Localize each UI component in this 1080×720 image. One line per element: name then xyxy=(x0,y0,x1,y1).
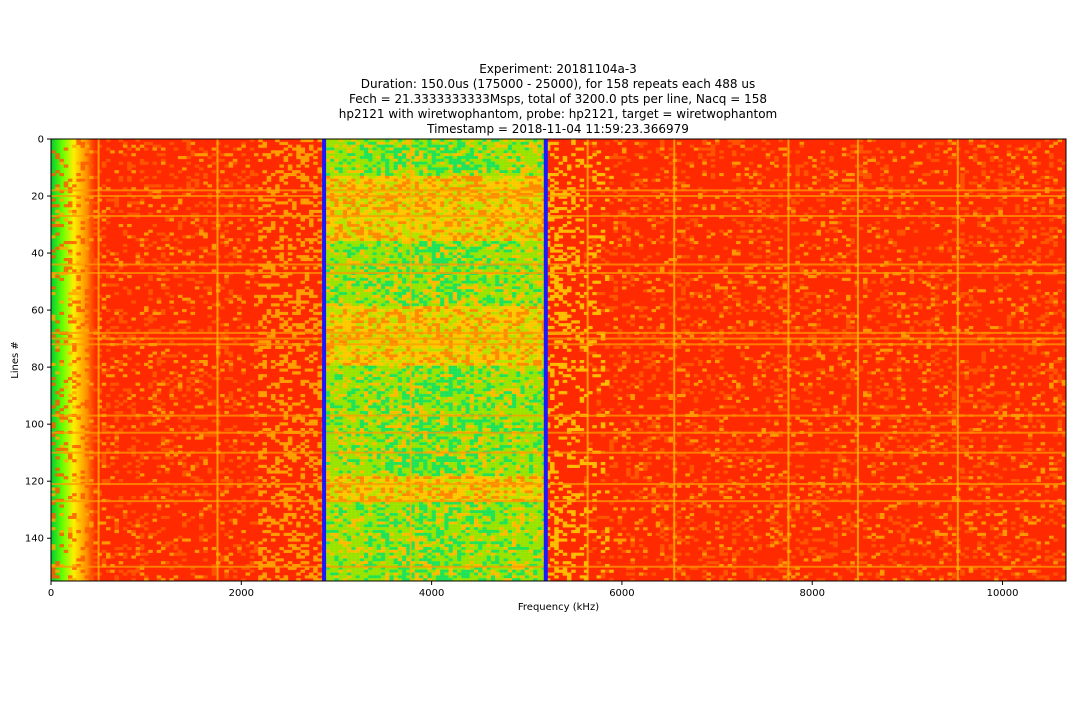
row-line xyxy=(51,565,1066,568)
y-tick-label: 120 xyxy=(25,477,44,488)
row-line xyxy=(51,483,1066,486)
plot-area xyxy=(51,139,1066,581)
row-line xyxy=(51,263,1066,266)
x-tick-label: 6000 xyxy=(609,588,634,599)
chart-title: Experiment: 20181104a-3 Duration: 150.0u… xyxy=(0,62,1080,137)
row-line xyxy=(51,195,1066,198)
x-tick-label: 4000 xyxy=(419,588,444,599)
row-line xyxy=(51,272,1066,275)
band-marker xyxy=(322,139,327,581)
y-tick-label: 60 xyxy=(31,306,44,317)
y-tick-label: 80 xyxy=(31,363,44,374)
axes: 0 2000 4000 6000 8000 10000 0 20 40 60 80 100 120 140… xyxy=(10,135,1067,613)
frequency-stripe xyxy=(216,139,219,581)
y-axis-label: Lines # xyxy=(10,341,21,379)
row-line xyxy=(51,214,1066,217)
title-line: Timestamp = 2018-11-04 11:59:23.366979 xyxy=(427,122,689,136)
row-line xyxy=(51,343,1066,346)
frequency-stripe xyxy=(956,139,959,581)
y-tick-label: 100 xyxy=(25,420,44,431)
y-tick-label: 140 xyxy=(25,534,44,545)
frequency-stripe xyxy=(856,139,859,581)
row-line xyxy=(51,451,1066,454)
frequency-stripe xyxy=(586,139,589,581)
heatmap xyxy=(51,139,1066,581)
x-tick-label: 10000 xyxy=(987,588,1019,599)
x-tick-label: 2000 xyxy=(229,588,254,599)
title-line: hp2121 with wiretwophantom, probe: hp212… xyxy=(338,107,778,121)
row-line xyxy=(51,331,1066,334)
row-line xyxy=(51,189,1066,192)
frequency-stripe xyxy=(409,139,412,581)
band-marker xyxy=(543,139,548,581)
x-axis-label: Frequency (kHz) xyxy=(518,602,599,613)
y-tick-label: 20 xyxy=(31,192,44,203)
x-tick-label: 8000 xyxy=(799,588,824,599)
row-line xyxy=(51,337,1066,340)
title-line: Experiment: 20181104a-3 xyxy=(479,62,637,76)
frequency-stripe xyxy=(787,139,790,581)
title-line: Fech = 21.3333333333Msps, total of 3200.… xyxy=(348,92,768,106)
row-line xyxy=(51,414,1066,417)
plot-frame xyxy=(50,138,1067,582)
y-tick-label: 0 xyxy=(38,135,44,146)
y-tick-label: 40 xyxy=(31,249,44,260)
x-tick-label: 0 xyxy=(48,588,54,599)
frequency-stripe xyxy=(97,139,100,581)
row-line xyxy=(51,500,1066,503)
frequency-stripe xyxy=(673,139,676,581)
row-line xyxy=(51,431,1066,434)
title-line: Duration: 150.0us (175000 - 25000), for … xyxy=(360,77,756,91)
